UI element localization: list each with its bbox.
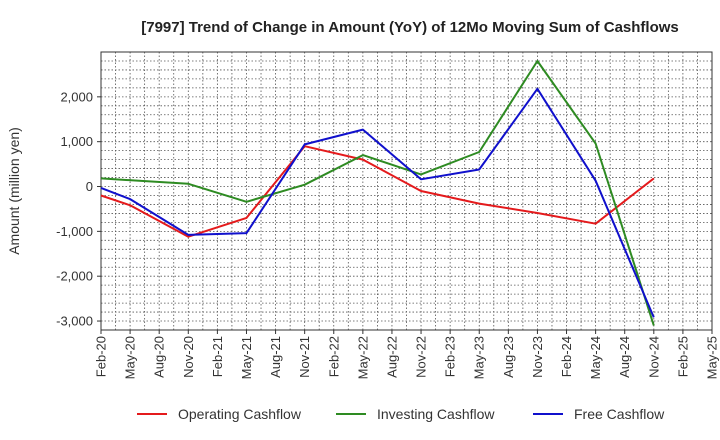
x-tick-label: Aug-23 [501, 336, 516, 378]
y-tick-label: 1,000 [60, 134, 93, 149]
y-tick-label: 2,000 [60, 89, 93, 104]
legend-label-investing-cashflow: Investing Cashflow [377, 406, 495, 422]
y-tick-label: 0 [86, 179, 93, 194]
x-tick-label: Nov-24 [646, 336, 661, 378]
series-line-investing-cashflow [100, 60, 655, 326]
x-tick-label: May-22 [355, 336, 370, 379]
x-tick-labels: Feb-20 May-20 Aug-20 Nov-20 Feb-21 May-21 Aug-… [94, 330, 720, 379]
y-tick-labels: -3,000 -2,000 -1,000 0 1,000 2,000 [56, 89, 101, 329]
x-tick-label: May-20 [123, 336, 138, 379]
x-tick-label: Feb-21 [210, 336, 225, 377]
plot-frame [100, 51, 713, 331]
series-line-operating-cashflow [100, 145, 655, 238]
series-line-free-cashflow [100, 87, 655, 318]
x-tick-label: Nov-23 [530, 336, 545, 378]
y-tick-label: -1,000 [56, 224, 93, 239]
x-tick-label: Aug-24 [617, 336, 632, 378]
x-tick-label: Nov-21 [297, 336, 312, 378]
x-tick-label: Feb-20 [94, 336, 109, 377]
series-layer [100, 60, 655, 326]
x-tick-label: May-24 [588, 336, 603, 379]
x-tick-label: Feb-23 [443, 336, 458, 377]
y-tick-label: -3,000 [56, 314, 93, 329]
y-tick-label: -2,000 [56, 269, 93, 284]
x-tick-label: Aug-21 [268, 336, 283, 378]
x-tick-label: Feb-22 [326, 336, 341, 377]
legend: Operating Cashflow Investing Cashflow Free… [137, 406, 665, 422]
x-tick-label: May-23 [472, 336, 487, 379]
legend-label-free-cashflow: Free Cashflow [574, 406, 665, 422]
y-axis-title: Amount (million yen) [6, 127, 22, 255]
x-tick-label: Aug-22 [384, 336, 399, 378]
x-tick-label: May-21 [239, 336, 254, 379]
x-tick-label: Nov-20 [181, 336, 196, 378]
x-tick-label: Feb-25 [675, 336, 690, 377]
x-tick-label: Aug-20 [152, 336, 167, 378]
legend-label-operating-cashflow: Operating Cashflow [178, 406, 302, 422]
x-tick-label: Feb-24 [559, 336, 574, 377]
x-tick-label: Nov-22 [414, 336, 429, 378]
grid-layer [100, 51, 713, 331]
chart-title: [7997] Trend of Change in Amount (YoY) o… [141, 19, 679, 36]
x-tick-label: May-25 [705, 336, 720, 379]
